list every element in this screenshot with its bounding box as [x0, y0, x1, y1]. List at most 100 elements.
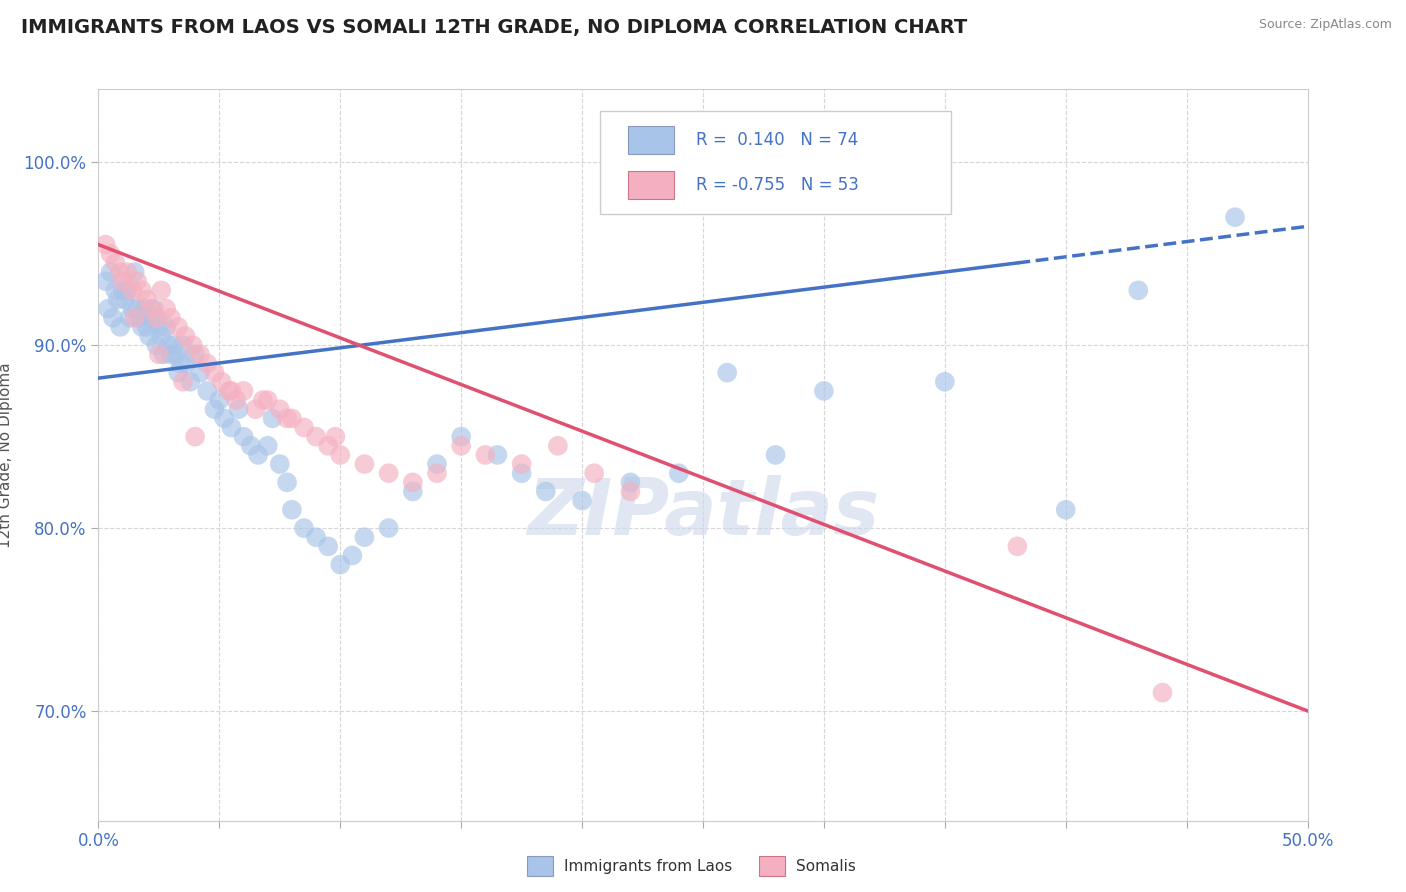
- Point: [101, 310, 124, 325]
- Point: [325, 430, 347, 444]
- Point: [292, 521, 315, 535]
- Point: [124, 265, 146, 279]
- Point: [716, 366, 738, 380]
- Y-axis label: 12th Grade, No Diploma: 12th Grade, No Diploma: [0, 362, 13, 548]
- Point: [934, 375, 956, 389]
- Point: [252, 393, 274, 408]
- Point: [152, 347, 174, 361]
- Point: [619, 475, 641, 490]
- Point: [245, 402, 267, 417]
- Point: [124, 310, 146, 325]
- Point: [184, 347, 207, 361]
- Point: [211, 375, 233, 389]
- Point: [281, 411, 304, 425]
- Point: [281, 503, 304, 517]
- Point: [167, 320, 190, 334]
- Point: [1128, 284, 1150, 298]
- Point: [204, 402, 226, 417]
- Text: Source: ZipAtlas.com: Source: ZipAtlas.com: [1258, 18, 1392, 31]
- Point: [117, 265, 139, 279]
- Point: [450, 430, 472, 444]
- Point: [111, 274, 134, 288]
- Point: [135, 293, 157, 307]
- Point: [329, 448, 352, 462]
- Point: [1152, 686, 1174, 700]
- Point: [172, 375, 194, 389]
- Point: [1007, 540, 1029, 554]
- Point: [426, 467, 449, 481]
- Point: [668, 467, 690, 481]
- Point: [94, 274, 117, 288]
- Point: [225, 393, 247, 408]
- Point: [160, 310, 183, 325]
- Point: [402, 475, 425, 490]
- Point: [195, 384, 218, 398]
- Point: [218, 384, 240, 398]
- Point: [127, 301, 149, 316]
- Point: [141, 301, 163, 316]
- Point: [486, 448, 509, 462]
- Point: [104, 284, 127, 298]
- Point: [100, 247, 122, 261]
- Point: [534, 484, 557, 499]
- Point: [111, 284, 134, 298]
- Point: [269, 402, 291, 417]
- Point: [157, 338, 180, 352]
- Point: [179, 375, 201, 389]
- FancyBboxPatch shape: [628, 171, 673, 199]
- Point: [174, 357, 197, 371]
- Point: [131, 320, 153, 334]
- Point: [292, 420, 315, 434]
- Point: [131, 284, 153, 298]
- Point: [174, 329, 197, 343]
- Point: [155, 320, 177, 334]
- Text: R = -0.755   N = 53: R = -0.755 N = 53: [696, 176, 859, 194]
- Point: [100, 265, 122, 279]
- Point: [150, 329, 173, 343]
- Point: [108, 265, 131, 279]
- Point: [135, 320, 157, 334]
- Point: [377, 467, 399, 481]
- Point: [117, 284, 139, 298]
- Point: [316, 540, 339, 554]
- Point: [221, 384, 243, 398]
- Point: [377, 521, 399, 535]
- Text: IMMIGRANTS FROM LAOS VS SOMALI 12TH GRADE, NO DIPLOMA CORRELATION CHART: IMMIGRANTS FROM LAOS VS SOMALI 12TH GRAD…: [21, 18, 967, 37]
- Point: [450, 439, 472, 453]
- Point: [221, 420, 243, 434]
- Point: [107, 293, 129, 307]
- Point: [121, 301, 143, 316]
- Point: [104, 256, 127, 270]
- Point: [239, 439, 262, 453]
- Point: [276, 475, 298, 490]
- Point: [329, 558, 352, 572]
- Point: [162, 338, 184, 352]
- Point: [145, 310, 167, 325]
- Point: [108, 320, 131, 334]
- Point: [571, 493, 593, 508]
- Point: [276, 411, 298, 425]
- Point: [150, 284, 173, 298]
- Point: [165, 347, 187, 361]
- Text: R =  0.140   N = 74: R = 0.140 N = 74: [696, 130, 858, 149]
- Point: [184, 430, 207, 444]
- Point: [128, 310, 150, 325]
- Point: [402, 484, 425, 499]
- Point: [510, 467, 533, 481]
- Text: ZIPatlas: ZIPatlas: [527, 475, 879, 551]
- Point: [138, 329, 160, 343]
- Point: [155, 301, 177, 316]
- FancyBboxPatch shape: [628, 126, 673, 153]
- Point: [160, 347, 183, 361]
- Point: [97, 301, 120, 316]
- Point: [188, 366, 211, 380]
- Point: [305, 530, 328, 544]
- Text: Somalis: Somalis: [796, 859, 856, 873]
- Point: [121, 284, 143, 298]
- Point: [195, 357, 218, 371]
- Point: [94, 237, 117, 252]
- Point: [765, 448, 787, 462]
- Point: [172, 338, 194, 352]
- Point: [247, 448, 270, 462]
- Point: [547, 439, 569, 453]
